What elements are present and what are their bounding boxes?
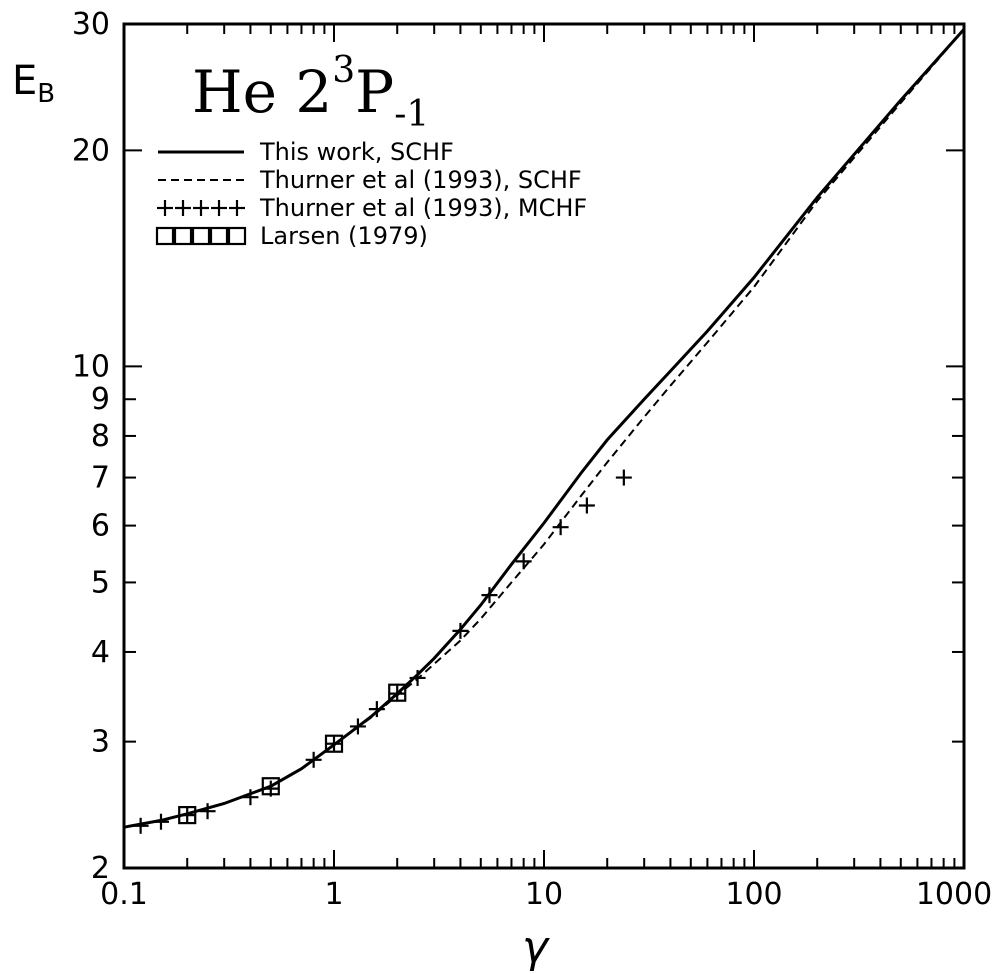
plus-marker <box>368 701 385 718</box>
y-tick-label: 7 <box>91 461 110 496</box>
square-marker <box>178 805 197 825</box>
plot-frame <box>122 22 966 870</box>
legend-entry: Larsen (1979) <box>155 222 428 250</box>
plus-marker <box>409 669 426 686</box>
series-1 <box>333 28 965 746</box>
plus-marker <box>389 685 406 702</box>
square-marker <box>209 226 229 246</box>
y-tick-label: 5 <box>91 565 110 600</box>
y-axis-label: EB <box>12 58 55 109</box>
plus-marker <box>305 751 322 768</box>
x-axis-label: γ <box>522 922 550 973</box>
axis-ticks <box>123 23 964 869</box>
plus-marker <box>157 200 173 216</box>
series-0 <box>123 28 966 829</box>
y-tick-label: 30 <box>72 7 110 42</box>
plus-marker <box>552 519 569 536</box>
plus-marker <box>193 200 209 216</box>
plus-marker <box>578 497 595 514</box>
legend-entry: This work, SCHF <box>158 138 454 166</box>
plus-marker <box>229 200 245 216</box>
plus-marker <box>132 817 149 834</box>
y-tick-label: 3 <box>91 725 110 760</box>
square-marker <box>261 777 280 796</box>
series-line <box>123 28 966 829</box>
series-3 <box>178 683 407 825</box>
legend-entry: Thurner et al (1993), MCHF <box>157 194 587 222</box>
square-marker <box>388 683 407 702</box>
legend-label: Larsen (1979) <box>260 222 428 250</box>
plus-marker <box>515 553 532 570</box>
square-marker <box>173 226 193 246</box>
x-tick-label: 100 <box>725 877 782 912</box>
legend-label: Thurner et al (1993), SCHF <box>259 166 582 194</box>
plus-marker <box>615 469 632 486</box>
y-tick-label: 6 <box>91 509 110 544</box>
plus-marker <box>481 587 498 604</box>
square-marker <box>191 226 211 246</box>
plus-marker <box>199 803 216 820</box>
y-tick-label: 20 <box>72 133 110 168</box>
plus-marker <box>211 200 227 216</box>
chart-title: He 23P-1 <box>192 50 429 135</box>
plus-marker <box>349 718 366 735</box>
series-layer <box>123 28 966 834</box>
series-2 <box>132 469 632 834</box>
plus-marker <box>175 200 191 216</box>
series-line <box>333 28 965 746</box>
square-marker <box>324 734 344 753</box>
y-tick-label: 4 <box>91 635 110 670</box>
x-tick-label: 0.1 <box>100 877 148 912</box>
square-marker <box>155 226 175 246</box>
legend-entry: Thurner et al (1993), SCHF <box>158 166 582 194</box>
x-tick-label: 1 <box>324 877 343 912</box>
plus-marker <box>452 622 469 639</box>
y-tick-label: 9 <box>91 382 110 417</box>
plus-marker <box>242 789 259 806</box>
y-tick-label: 8 <box>91 419 110 454</box>
x-tick-label: 10 <box>525 877 563 912</box>
plus-marker <box>179 807 196 824</box>
plus-marker <box>152 813 169 830</box>
y-tick-label: 2 <box>91 851 110 886</box>
legend-label: This work, SCHF <box>259 138 454 166</box>
x-tick-labels: 0.1 1 10 100 1000 <box>100 877 992 912</box>
square-marker <box>227 226 247 246</box>
y-tick-label: 10 <box>72 349 110 384</box>
x-tick-label: 1000 <box>916 877 992 912</box>
plus-marker <box>326 735 342 752</box>
legend-label: Thurner et al (1993), MCHF <box>259 194 587 222</box>
